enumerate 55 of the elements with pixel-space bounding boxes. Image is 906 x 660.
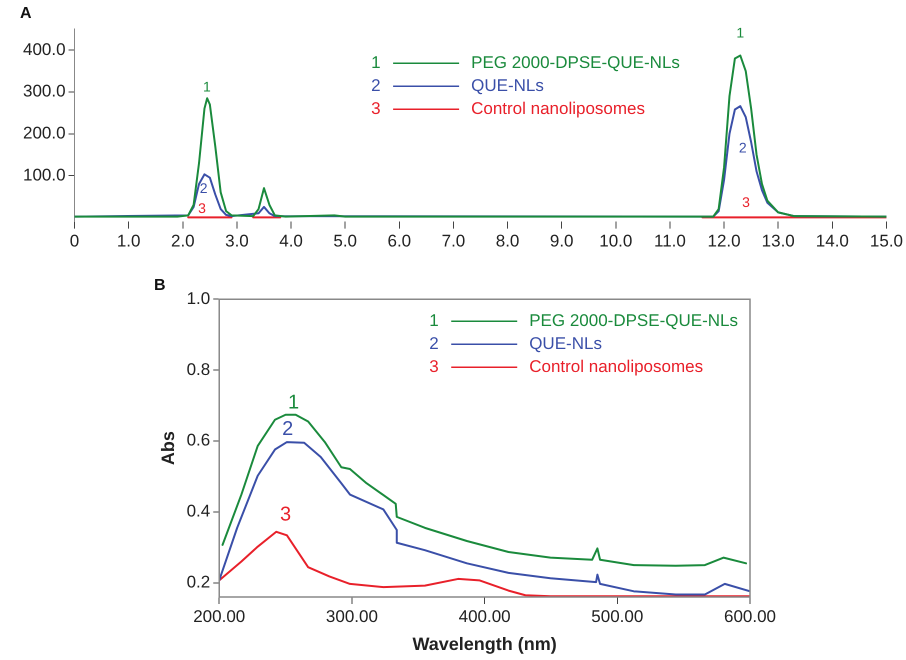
- annotation: 3: [742, 194, 750, 210]
- y-tick-label: 100.0: [22, 165, 66, 184]
- annotation: 2: [738, 140, 747, 156]
- legend-label: PEG 2000-DPSE-QUE-NLs: [529, 310, 738, 330]
- legend-label: QUE-NLs: [471, 76, 544, 95]
- annotation: 1: [288, 392, 300, 414]
- annotation: 2: [282, 418, 294, 440]
- chart-title: B: [154, 277, 166, 294]
- x-tick-label: 11.0: [654, 231, 686, 250]
- x-tick-label: 4.0: [279, 231, 303, 250]
- x-tick-label: 1.0: [116, 231, 140, 250]
- annotation: 2: [200, 180, 208, 196]
- y-tick-label: 300.0: [22, 82, 66, 101]
- x-tick-label: 15.0: [870, 231, 904, 250]
- y-axis-title: Abs: [158, 431, 178, 466]
- x-tick-label: 3.0: [225, 231, 249, 250]
- legend-label: QUE-NLs: [529, 334, 602, 353]
- legend-label: Control nanoliposomes: [529, 356, 704, 376]
- x-tick-label: 500.00: [591, 606, 644, 626]
- y-tick-label: 1.0: [186, 288, 210, 308]
- annotation: 1: [202, 78, 211, 95]
- legend-label: PEG 2000-DPSE-QUE-NLs: [471, 52, 680, 72]
- annotation: 1: [429, 310, 439, 330]
- annotation: 3: [280, 503, 292, 526]
- y-tick-label: 0.2: [186, 572, 210, 592]
- x-tick-label: 2.0: [170, 231, 195, 250]
- x-tick-label: 0: [70, 231, 80, 250]
- y-tick-label: 0.8: [186, 360, 210, 379]
- annotation: 2: [429, 334, 439, 353]
- x-tick-label: 8.0: [496, 231, 520, 250]
- x-tick-label: 300.00: [326, 606, 378, 626]
- y-tick-label: 0.6: [186, 430, 210, 450]
- annotation: 3: [198, 200, 206, 216]
- annotation: 2: [371, 76, 381, 95]
- chart-title: A: [20, 5, 32, 22]
- x-tick-label: 14.0: [816, 231, 849, 250]
- x-tick-label: 12.0: [708, 231, 741, 250]
- x-tick-label: 13.0: [762, 231, 795, 250]
- x-axis-title: Wavelength (nm): [412, 634, 557, 654]
- x-tick-label: 6.0: [387, 231, 412, 250]
- y-tick-label: 0.4: [186, 502, 210, 521]
- legend-label: Control nanoliposomes: [471, 98, 645, 118]
- x-tick-label: 5.0: [333, 231, 357, 250]
- annotation: 1: [371, 52, 381, 72]
- x-tick-label: 10.0: [599, 231, 632, 250]
- x-tick-label: 200.00: [193, 606, 246, 626]
- x-tick-label: 400.00: [458, 606, 511, 626]
- y-tick-label: 200.0: [22, 123, 66, 142]
- annotation: 1: [736, 24, 744, 40]
- y-tick-label: 400.0: [22, 40, 66, 59]
- x-tick-label: 600.00: [724, 606, 776, 626]
- x-tick-label: 7.0: [442, 231, 466, 250]
- x-tick-label: 9.0: [550, 231, 574, 250]
- annotation: 3: [371, 98, 381, 118]
- annotation: 3: [429, 356, 439, 376]
